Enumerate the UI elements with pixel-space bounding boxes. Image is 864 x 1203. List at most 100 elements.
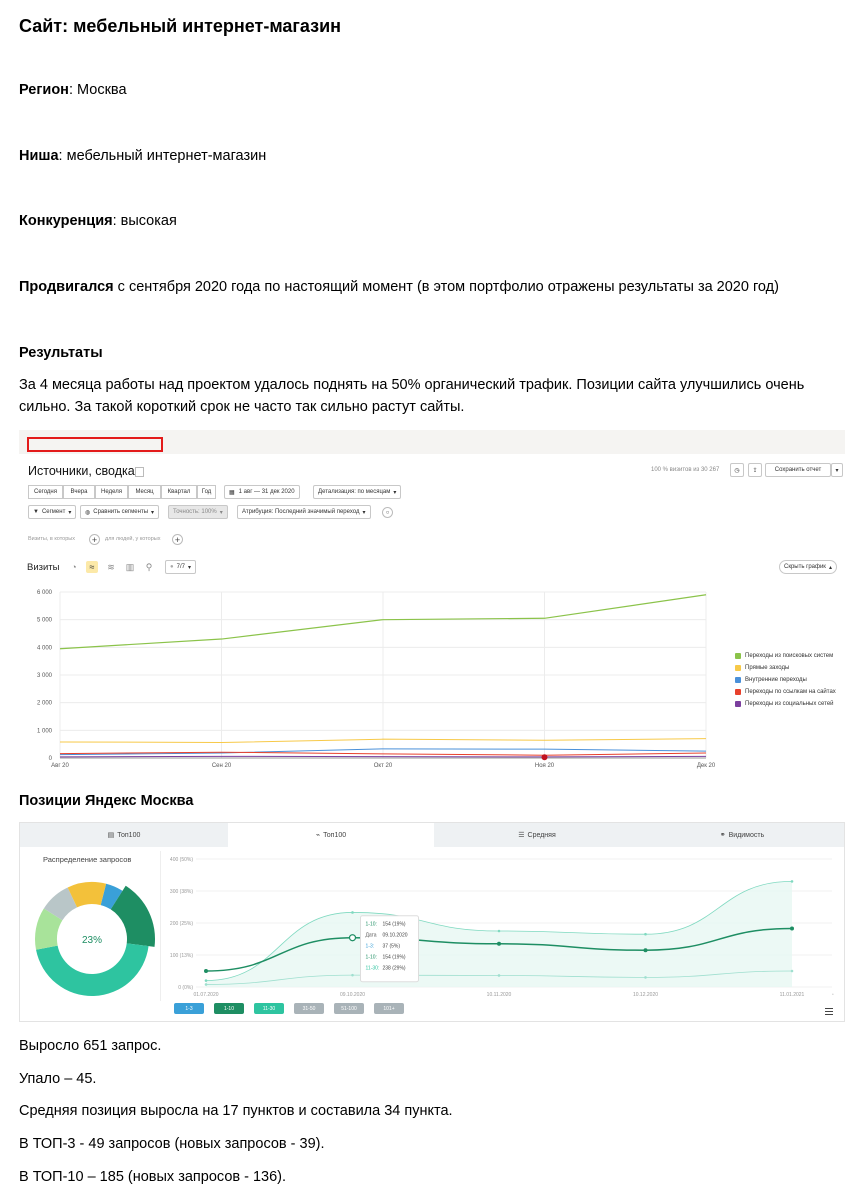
- chevron-down-icon: ▾: [187, 564, 191, 571]
- line-chart-icon[interactable]: ≈: [86, 561, 98, 573]
- area-chart-icon[interactable]: ≋: [107, 562, 115, 572]
- tab-label: Топ100: [323, 831, 347, 839]
- tab-top100-bars[interactable]: ▤ Топ100: [20, 823, 228, 847]
- legend-item[interactable]: Переходы из поисковых систем: [735, 650, 836, 662]
- series-point: [790, 969, 794, 973]
- segment-label: Сегмент: [41, 509, 66, 515]
- period-year[interactable]: Год: [197, 485, 216, 499]
- tab-average[interactable]: ☰ Средняя: [434, 823, 640, 847]
- visits-in-label: Визиты, в которых: [28, 536, 75, 542]
- y-tick-label: 0: [49, 756, 53, 762]
- series-counter-dropdown[interactable]: ● 7/7 ▾: [165, 560, 196, 574]
- range-button-51-100[interactable]: 51-100: [334, 1003, 364, 1014]
- page-title: Сайт: мебельный интернет-магазин: [19, 16, 342, 36]
- menu-icon[interactable]: [825, 1008, 833, 1015]
- chevron-down-icon[interactable]: ▾: [831, 463, 843, 477]
- competition-label: Конкуренция: [19, 213, 113, 229]
- legend-label: Прямые заходы: [745, 665, 790, 671]
- date-range-button[interactable]: ▦ 1 авг — 31 дек 2020: [224, 485, 300, 499]
- legend-item[interactable]: Переходы из социальных сетей: [735, 698, 836, 710]
- divider: [160, 851, 161, 1001]
- y-tick-label: 0 (0%): [178, 985, 193, 991]
- calendar-icon: ▦: [229, 489, 235, 496]
- report-title: Источники, сводка: [28, 464, 135, 478]
- period-today[interactable]: Сегодня: [28, 485, 63, 499]
- results-heading: Результаты: [19, 345, 103, 361]
- competition-line: Конкуренция: высокая: [19, 210, 177, 232]
- series-line: [59, 738, 707, 744]
- region-label: Регион: [19, 82, 69, 98]
- compare-label: Сравнить сегменты: [93, 509, 149, 515]
- annotation-marker: [541, 754, 548, 761]
- period-week[interactable]: Неделя: [95, 485, 128, 499]
- stat-line: Упало – 45.: [19, 1071, 97, 1087]
- segment-button[interactable]: ▼ Сегмент ▾: [28, 505, 77, 519]
- x-axis-end-marker: •: [832, 992, 834, 998]
- legend-item[interactable]: Прямые заходы: [735, 662, 836, 674]
- x-tick-label: 09.10.2020: [340, 992, 365, 998]
- attribution-label: Атрибуция: Последний значимый переход: [242, 509, 360, 515]
- period-month[interactable]: Месяц: [128, 485, 161, 499]
- detail-dropdown[interactable]: Детализация: по месяцам ▾: [313, 485, 402, 499]
- donut-slice: [35, 908, 63, 950]
- legend-swatch: [735, 701, 741, 707]
- save-report-button[interactable]: Сохранить отчет: [765, 463, 831, 477]
- hover-point: [348, 934, 357, 942]
- compare-segments-button[interactable]: ◍ Сравнить сегменты ▾: [80, 505, 160, 519]
- legend-swatch: [735, 689, 741, 695]
- tab-visibility[interactable]: ⚭ Видимость: [640, 823, 844, 847]
- series-counter: 7/7: [176, 564, 185, 570]
- tooltip-key: Дата: [366, 933, 377, 939]
- add-condition-icon[interactable]: +: [89, 534, 100, 545]
- x-tick-label: 10.12.2020: [633, 992, 658, 998]
- hide-chart-button[interactable]: Скрыть график ▴: [779, 560, 837, 574]
- legend-label: Переходы по ссылкам на сайтах: [745, 689, 836, 695]
- bars-icon: ▤: [107, 832, 115, 839]
- series-point: [351, 973, 354, 977]
- promoted-label: Продвигался: [19, 279, 114, 295]
- range-button-1-3[interactable]: 1-3: [174, 1003, 204, 1014]
- legend-item[interactable]: Внутренние переходы: [735, 674, 836, 686]
- series-point: [204, 969, 208, 973]
- accuracy-dropdown[interactable]: Точность: 100% ▾: [168, 505, 228, 519]
- bar-chart-icon[interactable]: ▥: [125, 562, 135, 572]
- positions-heading: Позиции Яндекс Москва: [19, 793, 194, 809]
- export-icon[interactable]: ⇪: [748, 463, 762, 477]
- niche-line: Ниша: мебельный интернет-магазин: [19, 145, 266, 167]
- legend-item[interactable]: Переходы по ссылкам на сайтах: [735, 686, 836, 698]
- stat-line: В ТОП-10 – 185 (новых запросов - 136).: [19, 1169, 287, 1185]
- info-icon[interactable]: ○: [382, 507, 393, 518]
- positions-line-chart: 400 (50%) 300 (38%) 200 (25%) 100 (13%) 0 (0…: [170, 857, 834, 998]
- period-yesterday[interactable]: Вчера: [63, 485, 95, 499]
- range-button-11-30[interactable]: 11-30: [254, 1003, 284, 1014]
- hide-chart-label: Скрыть график: [784, 564, 826, 570]
- chevron-down-icon: ▾: [362, 509, 366, 516]
- range-button-101-plus[interactable]: 101+: [374, 1003, 404, 1014]
- pie-chart-icon[interactable]: ◔: [71, 562, 77, 572]
- chevron-down-icon: ▾: [68, 509, 72, 516]
- series-point: [351, 911, 354, 914]
- x-tick-label: Сен 20: [212, 763, 232, 769]
- range-button-31-50[interactable]: 31-50: [294, 1003, 324, 1014]
- x-tick-label: Ноя 20: [535, 763, 555, 769]
- range-button-1-10[interactable]: 1-10: [214, 1003, 244, 1014]
- map-pin-icon[interactable]: ⚲: [145, 562, 153, 572]
- tooltip-value: 238 (29%): [383, 966, 406, 972]
- chevron-up-icon: ▴: [828, 564, 832, 571]
- legend-label: Переходы из социальных сетей: [745, 701, 834, 707]
- promoted-line: Продвигался с сентября 2020 года по наст…: [19, 276, 779, 298]
- bookmark-icon[interactable]: [135, 467, 144, 477]
- binoculars-icon: ⚭: [719, 832, 726, 839]
- legend-swatch: [735, 677, 741, 683]
- date-range-label: 1 авг — 31 дек 2020: [238, 489, 295, 495]
- tab-top100-lines[interactable]: ⌁ Топ100: [228, 823, 434, 847]
- tab-label: Топ100: [117, 831, 141, 839]
- clock-icon[interactable]: ◷: [730, 463, 744, 477]
- series-point: [497, 929, 501, 933]
- add-people-condition-icon[interactable]: +: [172, 534, 183, 545]
- tooltip-value: 09.10.2020: [383, 933, 408, 939]
- chevron-down-icon: ▾: [393, 489, 397, 496]
- period-quarter[interactable]: Квартал: [161, 485, 197, 499]
- attribution-dropdown[interactable]: Атрибуция: Последний значимый переход ▾: [237, 505, 371, 519]
